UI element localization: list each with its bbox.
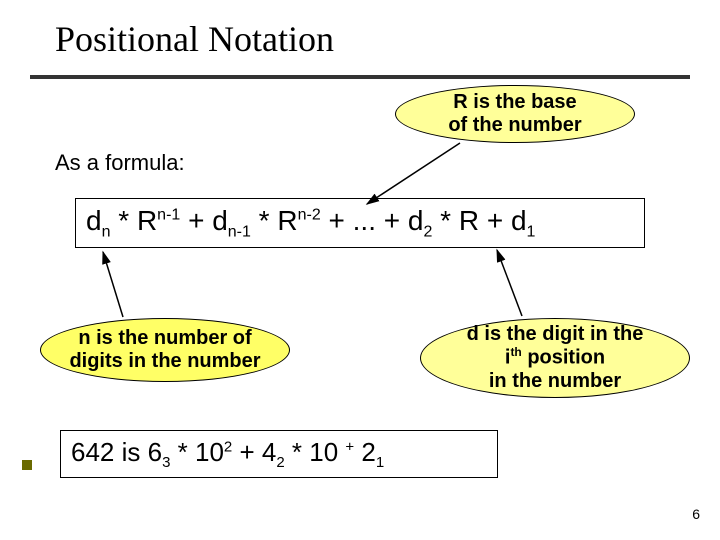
bullet-square <box>22 460 32 470</box>
tail-r: * R + d <box>432 205 526 236</box>
example-content: 642 is 63 * 102 + 42 * 10 + 21 <box>71 437 384 467</box>
sub-dn1: n-1 <box>228 224 251 241</box>
as-formula-label: As a formula: <box>55 150 185 176</box>
sup-rn1: n-1 <box>157 207 180 224</box>
sub-d1: 1 <box>527 224 536 241</box>
formula-box: dn * Rn-1 + dn-1 * Rn-2 + ... + d2 * R +… <box>75 198 645 248</box>
title-underline <box>30 75 690 79</box>
callout-r-base: R is the baseof the number <box>395 85 635 143</box>
callout-n-digits: n is the number ofdigits in the number <box>40 318 290 382</box>
callout-r-text: R is the baseof the number <box>448 91 581 137</box>
callout-d-text: d is the digit in the ith position in th… <box>467 323 644 393</box>
sub-dn: n <box>102 224 111 241</box>
callout-n-text: n is the number ofdigits in the number <box>69 327 260 373</box>
slide: Positional Notation R is the baseof the … <box>0 0 720 540</box>
slide-title: Positional Notation <box>55 18 334 60</box>
callout-d-digit: d is the digit in the ith position in th… <box>420 318 690 398</box>
ellipsis: + ... + <box>321 205 408 236</box>
sup-rn2: n-2 <box>298 207 321 224</box>
example-box: 642 is 63 * 102 + 42 * 10 + 21 <box>60 430 498 478</box>
formula-content: dn * Rn-1 + dn-1 * Rn-2 + ... + d2 * R +… <box>86 205 535 236</box>
slide-number: 6 <box>692 506 700 522</box>
